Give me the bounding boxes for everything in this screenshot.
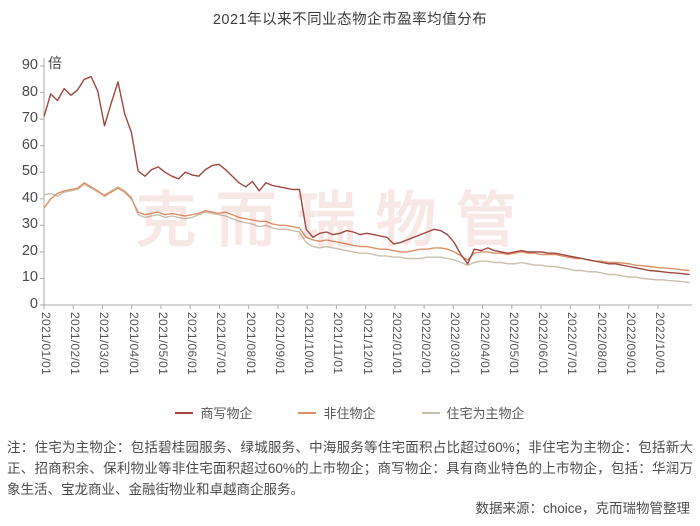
- y-axis-tick-label: 80: [21, 83, 38, 100]
- x-axis-tick-label: 2022/02/01: [419, 312, 434, 376]
- x-axis-tick-label: 2021/02/01: [68, 312, 83, 376]
- legend: 商写物企 非住物企 住宅为主物企: [0, 403, 700, 422]
- x-axis-tick-label: 2021/12/01: [360, 312, 375, 376]
- series-line-1: [43, 182, 690, 272]
- x-axis-tick-label: 2021/06/01: [185, 312, 200, 376]
- x-axis-tick-label: 2022/03/01: [448, 312, 463, 376]
- x-axis-tick-label: 2021/04/01: [126, 312, 141, 376]
- x-axis-tick-label: 2021/07/01: [214, 312, 229, 376]
- legend-label-commercial: 商写物企: [200, 406, 253, 421]
- x-axis-tick-label: 2022/09/01: [623, 312, 638, 376]
- footnote: 注：住宅为主物企：包括碧桂园服务、绿城服务、中海服务等住宅面积占比超过60%；非…: [7, 440, 693, 497]
- legend-item-non-residential[interactable]: 非住物企: [298, 403, 376, 422]
- x-axis-tick-label: 2022/01/01: [389, 312, 404, 376]
- x-axis-tick-label: 2022/08/01: [594, 312, 609, 376]
- chart-title: 2021年以来不同业态物企市盈率均值分布: [212, 12, 488, 28]
- x-axis-tick-label: 2021/03/01: [97, 312, 112, 376]
- legend-label-non-residential: 非住物企: [323, 406, 376, 421]
- x-axis-tick-label: 2022/04/01: [477, 312, 492, 376]
- legend-item-commercial[interactable]: 商写物企: [175, 403, 252, 422]
- x-axis-tick-label: 2022/05/01: [506, 312, 521, 376]
- legend-item-residential-majority[interactable]: 住宅为主物企: [421, 403, 525, 422]
- x-axis-tick-label: 2022/07/01: [565, 312, 580, 376]
- y-axis-unit-label: 倍: [48, 55, 62, 71]
- legend-swatch-non-residential: [298, 411, 317, 414]
- x-axis-tick-label: 2022/10/01: [653, 312, 667, 376]
- x-axis-tick-label: 2022/06/01: [536, 312, 551, 376]
- data-source: 数据来源：choice，克而瑞物管整理: [475, 501, 690, 516]
- x-axis-tick-label: 2021/05/01: [155, 312, 170, 376]
- x-axis-tick-label: 2021/11/01: [331, 312, 346, 375]
- legend-label-residential-majority: 住宅为主物企: [446, 406, 525, 421]
- x-axis-tick-label: 2021/01/01: [39, 312, 53, 376]
- y-axis-tick-label: 30: [21, 216, 38, 233]
- legend-swatch-commercial: [175, 411, 194, 414]
- series-line-0: [43, 75, 690, 276]
- y-axis-tick-label: 50: [21, 163, 38, 180]
- x-axis-tick-label: 2021/08/01: [243, 312, 258, 376]
- y-axis-tick-label: 0: [29, 296, 38, 312]
- y-axis-tick-label: 10: [21, 269, 38, 286]
- y-axis-tick-label: 90: [21, 57, 38, 73]
- y-axis-tick-label: 60: [21, 136, 38, 153]
- x-axis-tick-label: 2021/09/01: [272, 312, 287, 376]
- legend-swatch-residential-majority: [421, 411, 440, 414]
- y-axis-tick-label: 20: [21, 242, 38, 259]
- series-line-2: [43, 183, 690, 284]
- y-axis-tick-label: 70: [21, 110, 38, 127]
- x-axis-tick-label: 2021/10/01: [302, 312, 317, 376]
- y-axis-tick-label: 40: [21, 189, 38, 206]
